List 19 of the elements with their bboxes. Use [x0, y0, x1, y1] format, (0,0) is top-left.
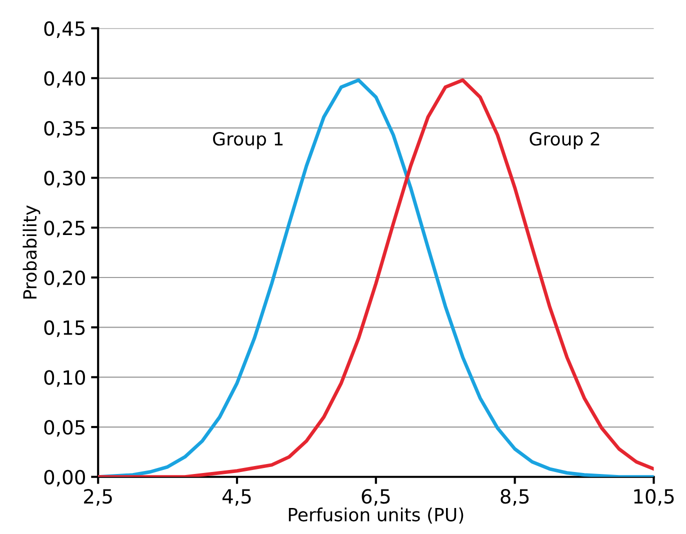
- y-axis-title: Probability: [22, 205, 40, 299]
- y-tick-label: 0,40: [44, 71, 85, 88]
- y-tick-label: 0,00: [44, 470, 85, 487]
- series-label: Group 2: [530, 132, 600, 150]
- y-tick-label: 0,10: [44, 370, 85, 387]
- y-tick-label: 0,15: [44, 320, 85, 337]
- x-tick-label: 4,5: [222, 489, 251, 506]
- y-tick-label: 0,20: [44, 270, 85, 288]
- x-tick-label: 10,5: [634, 489, 674, 506]
- y-tick-label: 0,45: [44, 21, 85, 38]
- y-tick-label: 0,25: [44, 220, 85, 238]
- y-tick-label: 0,35: [44, 120, 85, 138]
- series-label: Group 1: [213, 132, 283, 150]
- x-axis-title: Perfusion units (PU): [288, 507, 464, 524]
- x-tick-label: 6,5: [362, 489, 390, 506]
- y-tick-label: 0,30: [44, 170, 85, 188]
- x-tick-label: 2,5: [84, 489, 112, 506]
- x-tick-label: 8,5: [500, 489, 529, 506]
- y-tick-label: 0,05: [44, 420, 85, 437]
